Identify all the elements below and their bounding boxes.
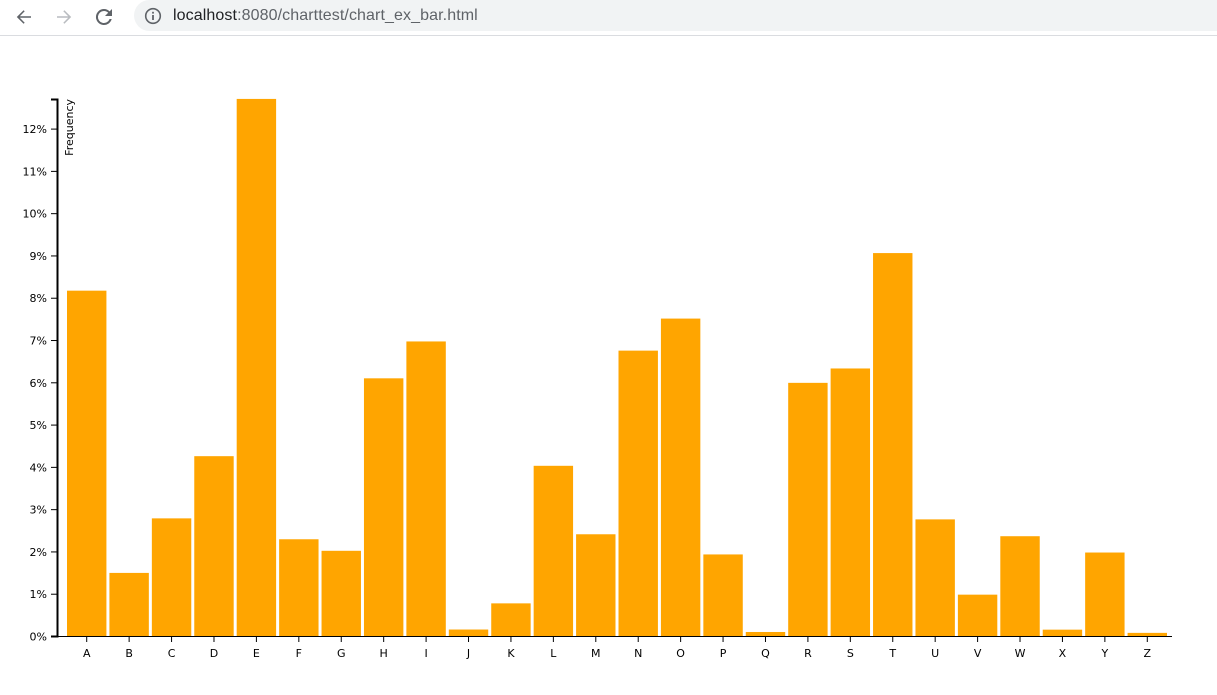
bar-u[interactable] (915, 519, 955, 636)
bar-j[interactable] (448, 629, 489, 636)
bar-a[interactable] (67, 290, 107, 636)
bar-w[interactable] (1000, 536, 1040, 636)
bar-k[interactable] (491, 603, 531, 636)
y-tick-label: 9% (30, 250, 47, 263)
bar-chart: 0% 1% 2% 3% 4% 5% 6% 7% 8% 9% 10% 11% 12% Frequency A B… (23, 98, 1172, 660)
x-tick-label: B (125, 647, 133, 660)
bar-q[interactable] (745, 631, 786, 636)
bar-l[interactable] (533, 465, 574, 636)
reload-icon (95, 8, 112, 25)
y-tick-label: 11% (23, 165, 47, 178)
x-tick-label: W (1015, 647, 1026, 660)
x-tick-label: Q (761, 647, 770, 660)
bar-n[interactable] (618, 350, 658, 636)
reload-button[interactable] (89, 3, 119, 31)
bar-e[interactable] (236, 98, 277, 637)
y-tick-label: 6% (30, 377, 47, 390)
info-icon[interactable] (144, 7, 162, 25)
y-axis-line (51, 98, 59, 638)
bar-r[interactable] (788, 382, 828, 636)
x-tick-label: D (210, 647, 218, 660)
y-tick-label: 1% (30, 588, 47, 601)
x-tick-label: H (380, 647, 388, 660)
y-tick-label: 4% (30, 461, 47, 474)
x-tick-label: X (1059, 647, 1067, 660)
y-tick-label: 7% (30, 335, 47, 348)
bar-t[interactable] (873, 253, 913, 636)
bar-y[interactable] (1085, 552, 1125, 636)
y-axis-label: Frequency (63, 99, 76, 156)
browser-toolbar: localhost:8080/charttest/chart_ex_bar.ht… (0, 0, 1217, 36)
x-tick-label: C (168, 647, 176, 660)
url-host: localhost (173, 6, 238, 24)
bar-d[interactable] (194, 456, 234, 636)
x-tick-label: S (847, 647, 854, 660)
y-tick-label: 0% (30, 631, 47, 644)
x-tick-label: U (931, 647, 939, 660)
x-tick-label: N (634, 647, 642, 660)
x-tick-label: P (720, 647, 727, 660)
x-tick-label: O (676, 647, 685, 660)
x-tick-label: Y (1100, 647, 1108, 660)
x-tick-label: M (591, 647, 601, 660)
forward-button[interactable] (49, 3, 79, 31)
address-bar[interactable]: localhost:8080/charttest/chart_ex_bar.ht… (134, 0, 1217, 31)
bar-o[interactable] (660, 318, 701, 636)
x-tick-label: E (253, 647, 260, 660)
bar-v[interactable] (957, 594, 998, 636)
bar-i[interactable] (406, 341, 446, 636)
x-tick-label: A (83, 647, 91, 660)
x-tick-label: J (466, 647, 470, 660)
bar-s[interactable] (830, 368, 871, 636)
bar-g[interactable] (321, 550, 361, 636)
x-tick-label: R (804, 647, 812, 660)
bar-z[interactable] (1127, 632, 1167, 636)
arrow-left-icon (16, 10, 31, 24)
back-button[interactable] (9, 3, 39, 31)
y-tick-label: 8% (30, 292, 47, 305)
bar-p[interactable] (703, 554, 743, 636)
x-tick-label: F (296, 647, 302, 660)
x-tick-label: G (337, 647, 346, 660)
y-tick-label: 5% (30, 419, 47, 432)
bar-c[interactable] (151, 518, 192, 636)
url-text[interactable]: localhost:8080/charttest/chart_ex_bar.ht… (173, 7, 478, 25)
x-tick-label: T (888, 647, 896, 660)
x-tick-label: K (507, 647, 515, 660)
arrow-right-icon (57, 10, 72, 24)
y-tick-label: 2% (30, 546, 47, 559)
x-tick-label: Z (1144, 647, 1152, 660)
x-tick-label: L (550, 647, 557, 660)
chart-area: 0% 1% 2% 3% 4% 5% 6% 7% 8% 9% 10% 11% 12% Frequency A B… (0, 37, 1217, 690)
y-tick-label: 10% (23, 208, 47, 221)
bar-f[interactable] (279, 539, 319, 636)
url-path: :8080/charttest/chart_ex_bar.html (237, 6, 478, 24)
y-tick-label: 12% (23, 123, 47, 136)
bar-h[interactable] (363, 378, 404, 636)
bar-b[interactable] (109, 572, 149, 636)
x-tick-label: I (424, 647, 427, 660)
x-tick-label: V (974, 647, 982, 660)
y-tick-label: 3% (30, 504, 47, 517)
bar-m[interactable] (576, 534, 616, 636)
bar-x[interactable] (1042, 629, 1083, 636)
